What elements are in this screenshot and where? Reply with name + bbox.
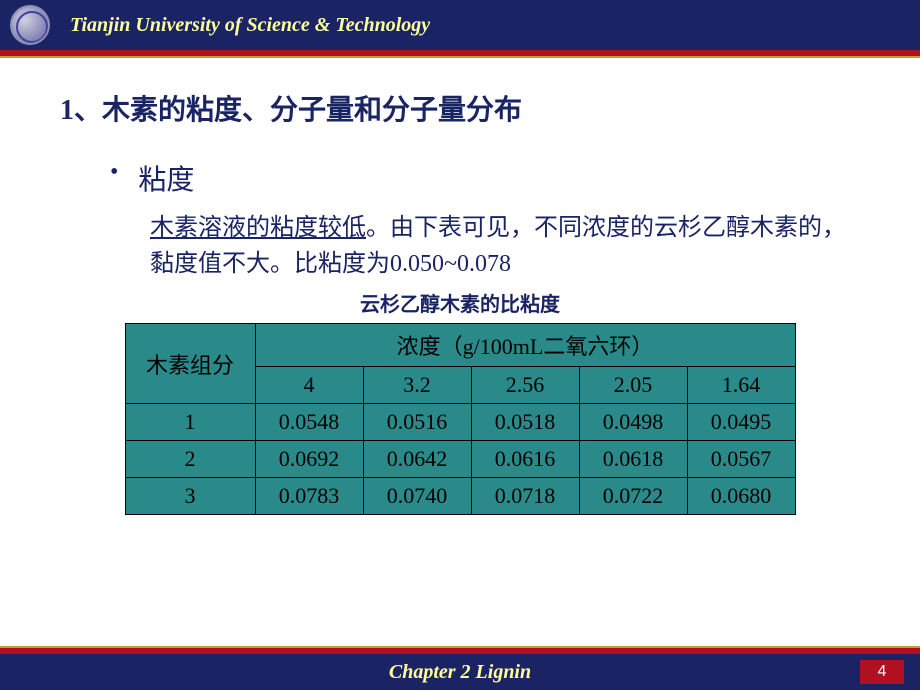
- table-cell: 0.0692: [255, 441, 363, 478]
- university-name: Tianjin University of Science & Technolo…: [70, 14, 430, 37]
- table-cell: 0.0498: [579, 404, 687, 441]
- table-cell: 0.0516: [363, 404, 471, 441]
- table-cell: 0.0548: [255, 404, 363, 441]
- table-caption: 云杉乙醇木素的比粘度: [60, 288, 860, 317]
- table-cell: 0.0518: [471, 404, 579, 441]
- table-cell: 2.05: [579, 367, 687, 404]
- table-row: 木素组分 浓度（g/100mL二氧六环）: [125, 324, 795, 367]
- page-number: 4: [860, 660, 904, 684]
- table-cell: 0.0618: [579, 441, 687, 478]
- bullet-label: 粘度: [138, 158, 194, 198]
- row-header-label: 木素组分: [125, 324, 255, 404]
- table-cell: 0.0722: [579, 478, 687, 515]
- table-cell: 3: [125, 478, 255, 515]
- table-cell: 4: [255, 367, 363, 404]
- table-cell: 0.0495: [687, 404, 795, 441]
- footer: Chapter 2 Lignin 4: [0, 646, 920, 690]
- footer-bar: Chapter 2 Lignin 4: [0, 654, 920, 690]
- viscosity-table: 木素组分 浓度（g/100mL二氧六环） 4 3.2 2.56 2.05 1.6…: [125, 323, 796, 515]
- university-logo-icon: [10, 5, 50, 45]
- table-cell: 0.0740: [363, 478, 471, 515]
- table-cell: 0.0718: [471, 478, 579, 515]
- header-gold-stripe: [0, 56, 920, 58]
- table-row: 3 0.0783 0.0740 0.0718 0.0722 0.0680: [125, 478, 795, 515]
- table-row: 2 0.0692 0.0642 0.0616 0.0618 0.0567: [125, 441, 795, 478]
- body-paragraph: 木素溶液的粘度较低。由下表可见，不同浓度的云杉乙醇木素的，黏度值不大。比粘度为0…: [60, 210, 860, 282]
- underlined-text: 木素溶液的粘度较低: [150, 215, 366, 241]
- chapter-label: Chapter 2 Lignin: [389, 661, 531, 684]
- table-cell: 0.0783: [255, 478, 363, 515]
- table-cell: 1.64: [687, 367, 795, 404]
- slide-title: 1、木素的粘度、分子量和分子量分布: [60, 88, 860, 128]
- slide-content: 1、木素的粘度、分子量和分子量分布 • 粘度 木素溶液的粘度较低。由下表可见，不…: [0, 58, 920, 515]
- table-cell: 0.0642: [363, 441, 471, 478]
- table-cell: 0.0680: [687, 478, 795, 515]
- header: Tianjin University of Science & Technolo…: [0, 0, 920, 58]
- table-cell: 0.0616: [471, 441, 579, 478]
- bullet-icon: •: [110, 158, 118, 187]
- table-cell: 3.2: [363, 367, 471, 404]
- table-cell: 2: [125, 441, 255, 478]
- col-header-label: 浓度（g/100mL二氧六环）: [255, 324, 795, 367]
- table-cell: 2.56: [471, 367, 579, 404]
- table-cell: 0.0567: [687, 441, 795, 478]
- bullet-item: • 粘度: [60, 158, 860, 198]
- header-bar: Tianjin University of Science & Technolo…: [0, 0, 920, 50]
- table-cell: 1: [125, 404, 255, 441]
- table-row: 1 0.0548 0.0516 0.0518 0.0498 0.0495: [125, 404, 795, 441]
